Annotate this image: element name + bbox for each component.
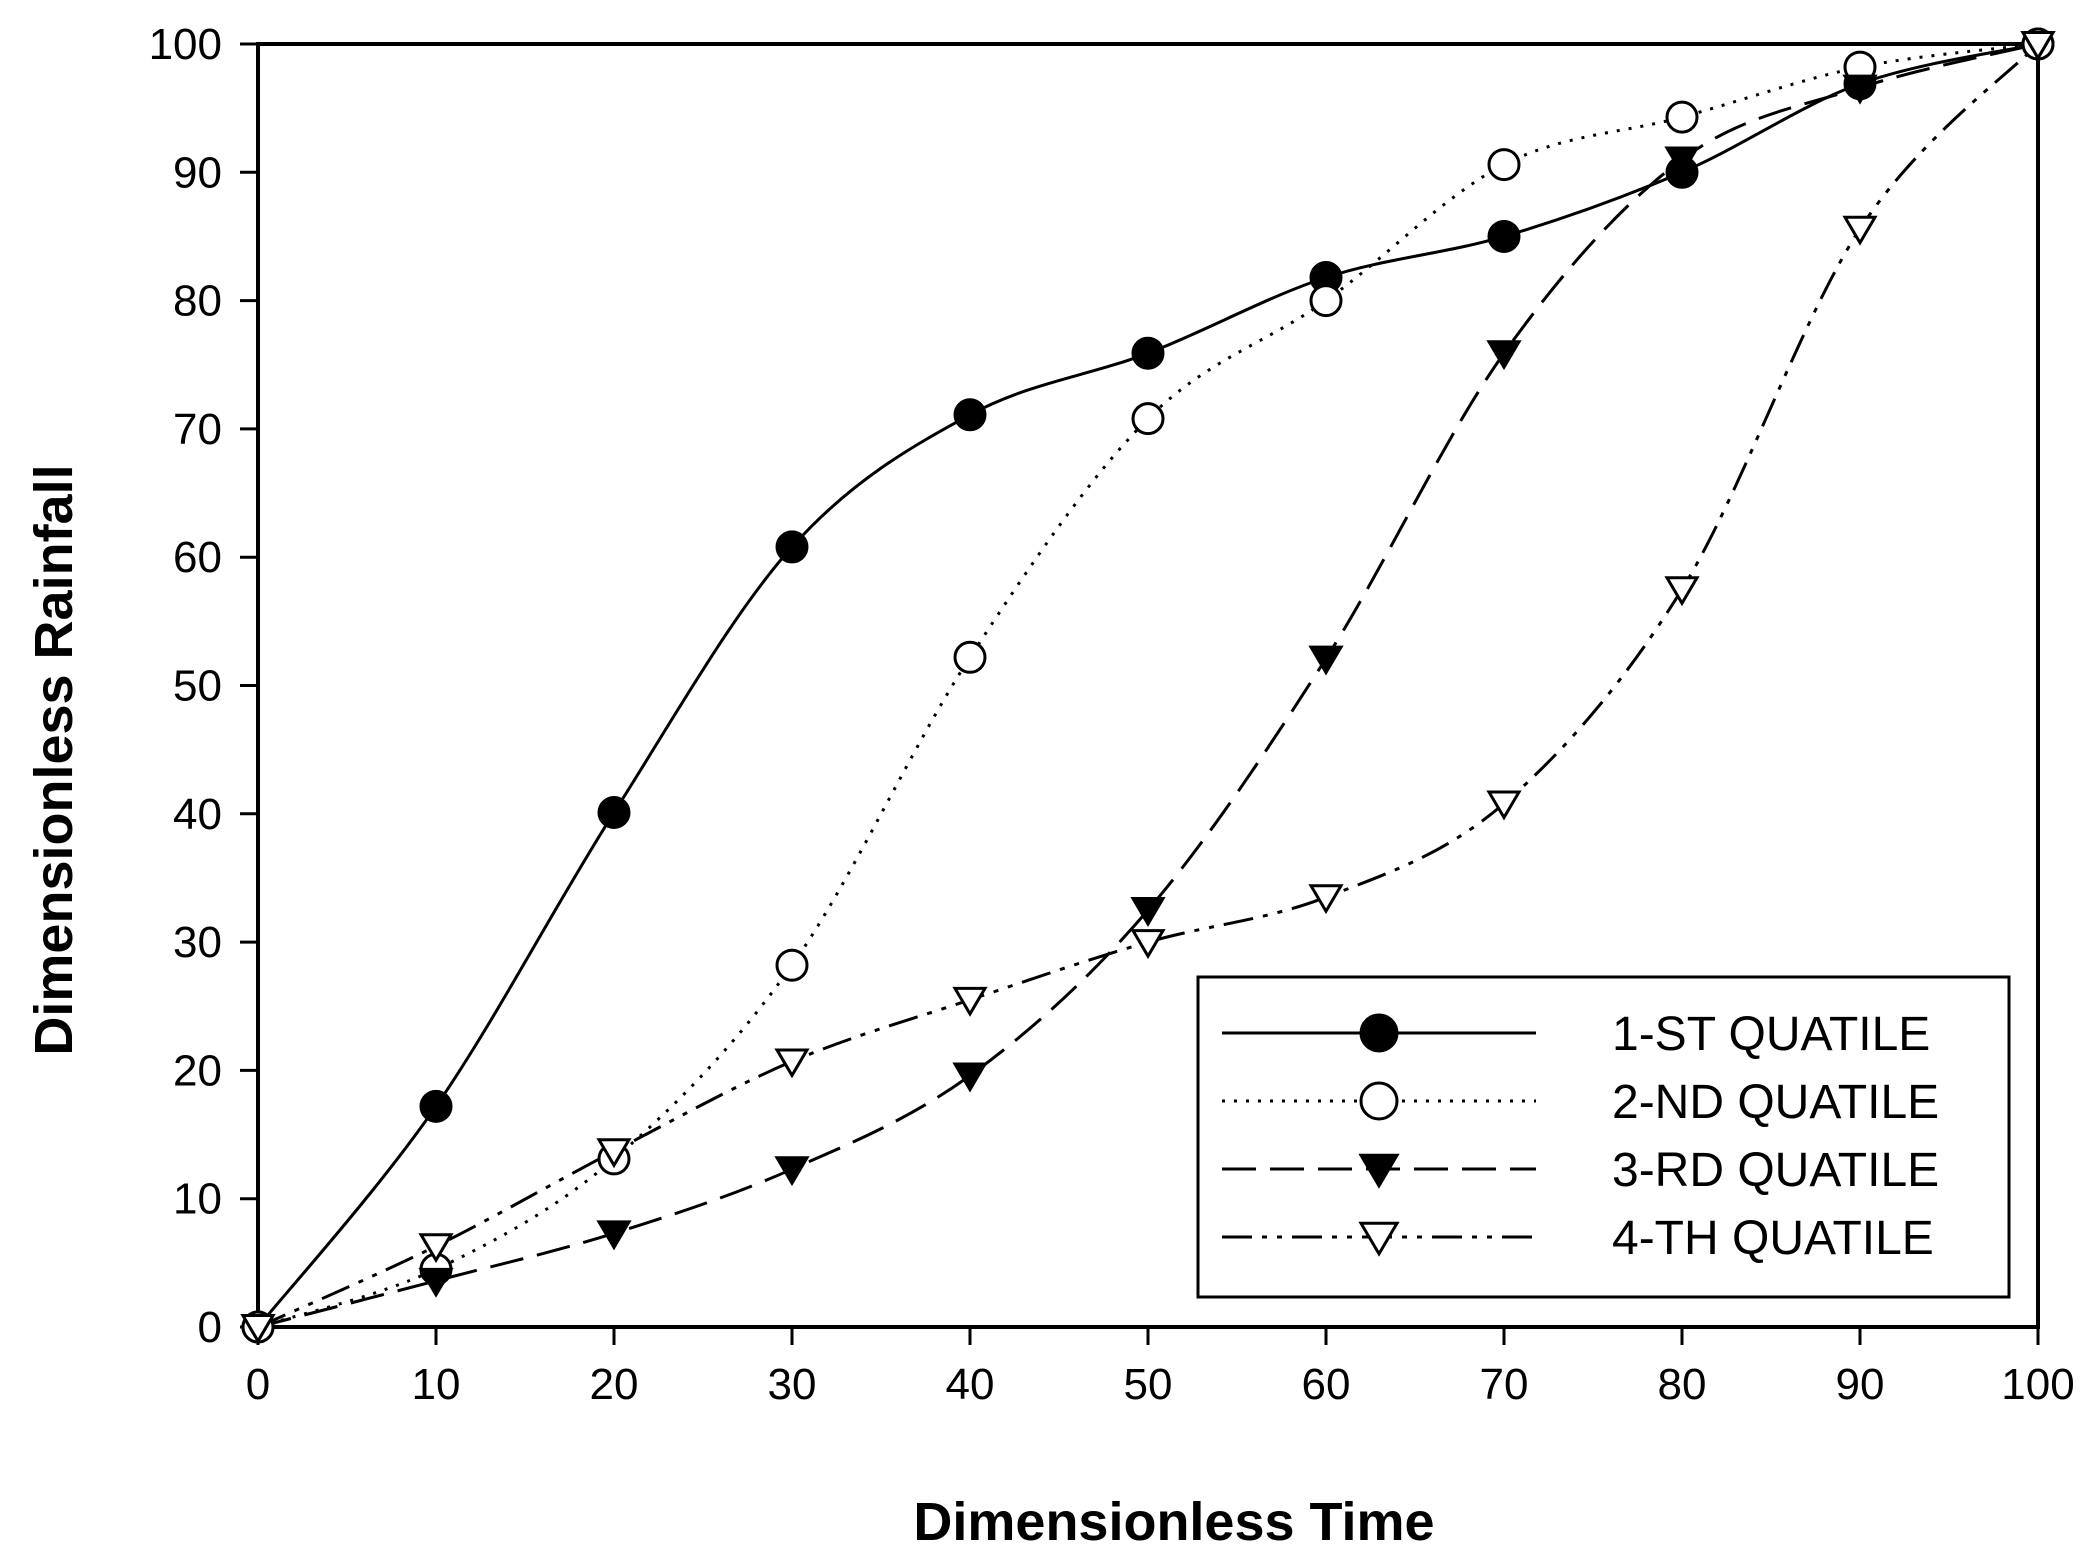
x-tick-label: 40 xyxy=(946,1360,995,1409)
x-tick-label: 80 xyxy=(1658,1360,1707,1409)
series-1st-quartile-point xyxy=(775,530,809,564)
series-2nd-quartile-point xyxy=(953,640,987,674)
y-tick-label: 50 xyxy=(173,662,222,711)
x-tick-label: 100 xyxy=(2001,1360,2074,1409)
series-1st-quartile-point xyxy=(419,1089,453,1123)
series-3rd-quartile-point xyxy=(1308,645,1344,676)
y-tick-label: 100 xyxy=(149,20,222,69)
x-tick-label: 60 xyxy=(1302,1360,1351,1409)
series-lines xyxy=(256,42,2040,1329)
series-3rd-quartile-point xyxy=(952,1062,988,1093)
series-2nd-quartile-point xyxy=(1487,148,1521,182)
y-tick-label: 70 xyxy=(173,405,222,454)
y-axis-title: Dimensionless Rainfall xyxy=(24,464,84,1055)
y-tick-label: 80 xyxy=(173,277,222,326)
legend: 1-ST QUATILE 2-ND QUATILE 3-RD QUATILE 4-TH… xyxy=(1196,975,2011,1299)
x-axis-title: Dimensionless Time xyxy=(913,1492,1434,1552)
series-4th-quartile-point xyxy=(240,1314,276,1344)
series-3rd-quartile-point xyxy=(1664,146,1700,177)
x-tick-label: 20 xyxy=(590,1360,639,1409)
legend-box xyxy=(1196,975,2011,1299)
series-3rd-quartile-point xyxy=(1842,74,1878,105)
legend-marker xyxy=(1358,1221,1400,1257)
y-tick-label: 0 xyxy=(198,1303,222,1352)
series-3rd-quartile-point xyxy=(1130,897,1166,928)
axis-ticks: 0 10 20 30 40 50 60 70 80 90 100 0 10 20 30 40 50 60 70 80 9… xyxy=(149,20,2075,1409)
series-2nd-quartile-point xyxy=(775,948,809,982)
series-4th-quartile-point xyxy=(596,1138,632,1169)
x-tick-label: 70 xyxy=(1480,1360,1529,1409)
x-tick-label: 50 xyxy=(1124,1360,1173,1409)
y-tick-label: 20 xyxy=(173,1046,222,1095)
series-4th-quartile-point xyxy=(1130,929,1166,960)
legend-label: 3-RD QUATILE xyxy=(1612,1144,1939,1197)
series-4th-quartile-point xyxy=(774,1048,810,1079)
series-1st-quartile-point xyxy=(1131,336,1165,370)
series-4th-quartile-line xyxy=(257,42,2040,1329)
x-tick-label: 0 xyxy=(246,1360,270,1409)
legend-label: 2-ND QUATILE xyxy=(1612,1076,1939,1129)
x-tick-label: 90 xyxy=(1836,1360,1885,1409)
y-tick-label: 40 xyxy=(173,790,222,839)
y-tick-label: 90 xyxy=(173,148,222,197)
series-3rd-quartile-point xyxy=(596,1220,632,1251)
series-1st-quartile-point xyxy=(597,796,631,830)
series-3rd-quartile-point xyxy=(774,1156,810,1187)
legend-marker xyxy=(1359,1081,1399,1121)
series-4th-quartile-point xyxy=(1842,215,1878,246)
series-4th-quartile-point xyxy=(1664,576,1700,607)
series-3rd-quartile-point xyxy=(418,1267,454,1298)
series-1st-quartile-point xyxy=(953,398,987,432)
series-4th-quartile-point xyxy=(1486,790,1522,821)
series-4th-quartile-point xyxy=(2020,31,2056,61)
y-tick-label: 60 xyxy=(173,533,222,582)
series-2nd-quartile-point xyxy=(1309,284,1343,318)
series-1st-quartile-line xyxy=(256,42,2039,1328)
y-tick-label: 30 xyxy=(173,918,222,967)
series-3rd-quartile-line xyxy=(257,42,2039,1329)
series-2nd-quartile-point xyxy=(1131,402,1165,436)
legend-marker xyxy=(1359,1013,1399,1053)
legend-marker xyxy=(1358,1153,1400,1189)
legend-label: 1-ST QUATILE xyxy=(1612,1008,1930,1061)
series-4th-quartile-point xyxy=(952,986,988,1017)
x-tick-label: 10 xyxy=(412,1360,461,1409)
series-4th-quartile-point xyxy=(418,1233,454,1264)
series-1st-quartile-point xyxy=(1487,219,1521,253)
series-markers xyxy=(240,27,2056,1344)
series-4th-quartile-point xyxy=(1308,884,1344,915)
series-2nd-quartile-point xyxy=(1665,100,1699,134)
legend-label: 4-TH QUATILE xyxy=(1612,1212,1934,1265)
series-3rd-quartile-point xyxy=(1486,340,1522,371)
y-tick-label: 10 xyxy=(173,1175,222,1224)
x-tick-label: 30 xyxy=(768,1360,817,1409)
